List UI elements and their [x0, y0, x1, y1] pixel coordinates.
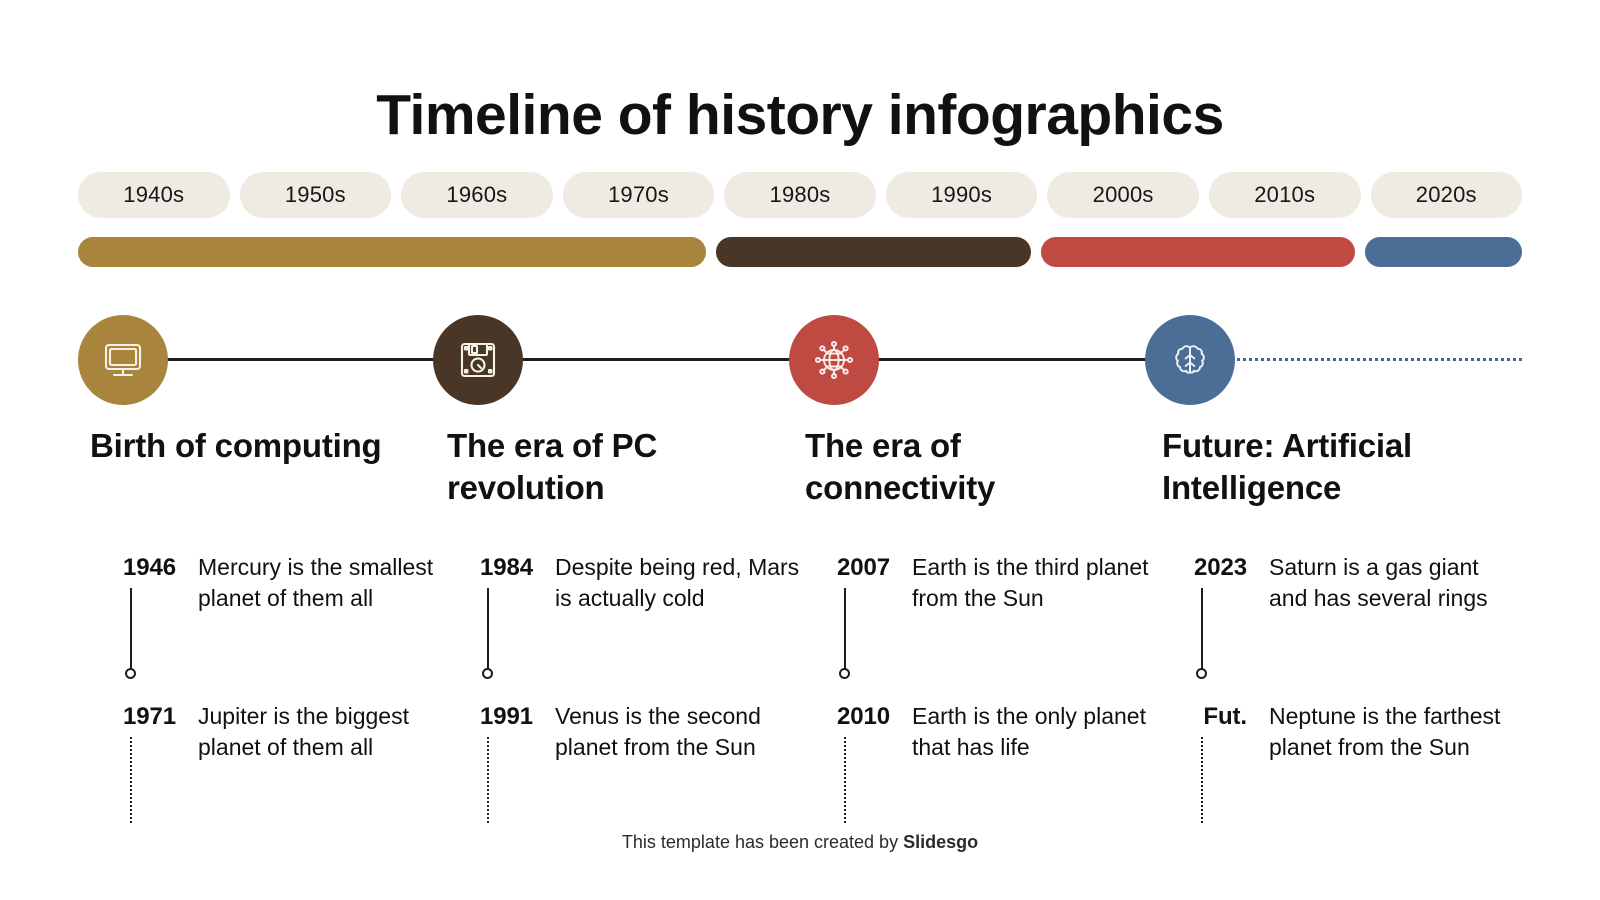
era-bar-pc-revolution: [716, 237, 1031, 267]
brain-icon: [1167, 337, 1213, 383]
decade-pill-1950s[interactable]: 1950s: [239, 172, 392, 218]
era-bar-artificial-intelligence: [1364, 237, 1522, 267]
milestone-entry-2-2: 1991 Venus is the second planet from the…: [445, 701, 805, 823]
milestone-entry-4-1: 2023 Saturn is a gas giant and has sever…: [1159, 552, 1519, 679]
entry-text: Jupiter is the biggest planet of them al…: [198, 703, 409, 761]
entry-connector-solid: [130, 588, 132, 672]
entry-year: 2007: [837, 554, 890, 581]
milestone-entry-1-2: 1971 Jupiter is the biggest planet of th…: [88, 701, 448, 823]
decade-pill-1980s[interactable]: 1980s: [724, 172, 876, 218]
decade-pill-2020s[interactable]: 2020s: [1370, 172, 1523, 218]
milestone-icon-circle-1[interactable]: [78, 315, 168, 405]
milestone-entry-3-2: 2010 Earth is the only planet that has l…: [802, 701, 1162, 823]
entry-connector-endpoint: [839, 668, 850, 679]
milestone-icon-circle-3[interactable]: [789, 315, 879, 405]
entry-year: 1946: [123, 554, 176, 581]
timeline-axis: [0, 315, 1600, 405]
template-credit-brand[interactable]: Slidesgo: [903, 832, 979, 852]
entry-year: 2023: [1194, 554, 1247, 581]
entry-connector-solid: [844, 588, 846, 672]
template-credit-prefix: This template has been created by: [621, 832, 904, 852]
timeline-connector-dotted-tail: [1232, 358, 1522, 361]
entry-year: 1971: [123, 703, 176, 730]
decade-pill-2000s[interactable]: 2000s: [1047, 172, 1199, 218]
entry-text: Earth is the only planet that has life: [912, 703, 1146, 761]
entry-connector-endpoint: [482, 668, 493, 679]
era-bar-row: [78, 237, 1522, 267]
milestone-heading-1: Birth of computing: [90, 427, 382, 464]
desktop-computer-icon: [100, 337, 146, 383]
decade-pill-row: 1940s 1950s 1960s 1970s 1980s 1990s 2000…: [78, 172, 1523, 218]
era-bar-connectivity: [1040, 237, 1355, 267]
page-title: Timeline of history infographics: [376, 83, 1224, 147]
entry-connector-dotted: [487, 737, 489, 823]
entry-connector-solid: [1201, 588, 1203, 672]
milestone-heading-4: Future: Artificial Intelligence: [1162, 427, 1413, 506]
entry-connector-dotted: [130, 737, 132, 823]
entry-connector-endpoint: [125, 668, 136, 679]
template-credit: This template has been created by Slides…: [0, 832, 1600, 853]
entry-year: 1991: [480, 703, 533, 730]
entry-connector-endpoint: [1196, 668, 1207, 679]
entry-connector-dotted: [1201, 737, 1203, 823]
milestone-heading-3: The era of connectivity: [805, 427, 996, 506]
milestone-entry-3-1: 2007 Earth is the third planet from the …: [802, 552, 1162, 679]
milestone-icon-circle-4[interactable]: [1145, 315, 1235, 405]
entry-text: Despite being red, Mars is actually cold: [555, 554, 800, 612]
era-bar-birth-of-computing: [78, 237, 707, 267]
milestone-entry-1-1: 1946 Mercury is the smallest planet of t…: [88, 552, 448, 679]
entry-year: Fut.: [1203, 703, 1247, 730]
timeline-connector-line: [120, 358, 1190, 361]
entry-connector-dotted: [844, 737, 846, 823]
entry-text: Earth is the third planet from the Sun: [912, 554, 1149, 612]
entry-year: 1984: [480, 554, 533, 581]
entry-year: 2010: [837, 703, 890, 730]
entry-text: Venus is the second planet from the Sun: [555, 703, 761, 761]
decade-pill-1990s[interactable]: 1990s: [885, 172, 1038, 218]
entry-connector-solid: [487, 588, 489, 672]
milestone-entry-4-2: Fut. Neptune is the farthest planet from…: [1159, 701, 1519, 823]
floppy-disk-icon: [455, 337, 501, 383]
decade-pill-1970s[interactable]: 1970s: [562, 172, 715, 218]
milestone-entry-2-1: 1984 Despite being red, Mars is actually…: [445, 552, 805, 679]
entry-text: Saturn is a gas giant and has several ri…: [1269, 554, 1488, 612]
milestone-heading-2: The era of PC revolution: [447, 427, 658, 506]
decade-pill-2010s[interactable]: 2010s: [1208, 172, 1361, 218]
entry-text: Neptune is the farthest planet from the …: [1269, 703, 1501, 761]
decade-pill-1940s[interactable]: 1940s: [78, 172, 230, 218]
globe-network-icon: [811, 337, 857, 383]
entry-text: Mercury is the smallest planet of them a…: [198, 554, 434, 612]
decade-pill-1960s[interactable]: 1960s: [401, 172, 553, 218]
milestone-icon-circle-2[interactable]: [433, 315, 523, 405]
